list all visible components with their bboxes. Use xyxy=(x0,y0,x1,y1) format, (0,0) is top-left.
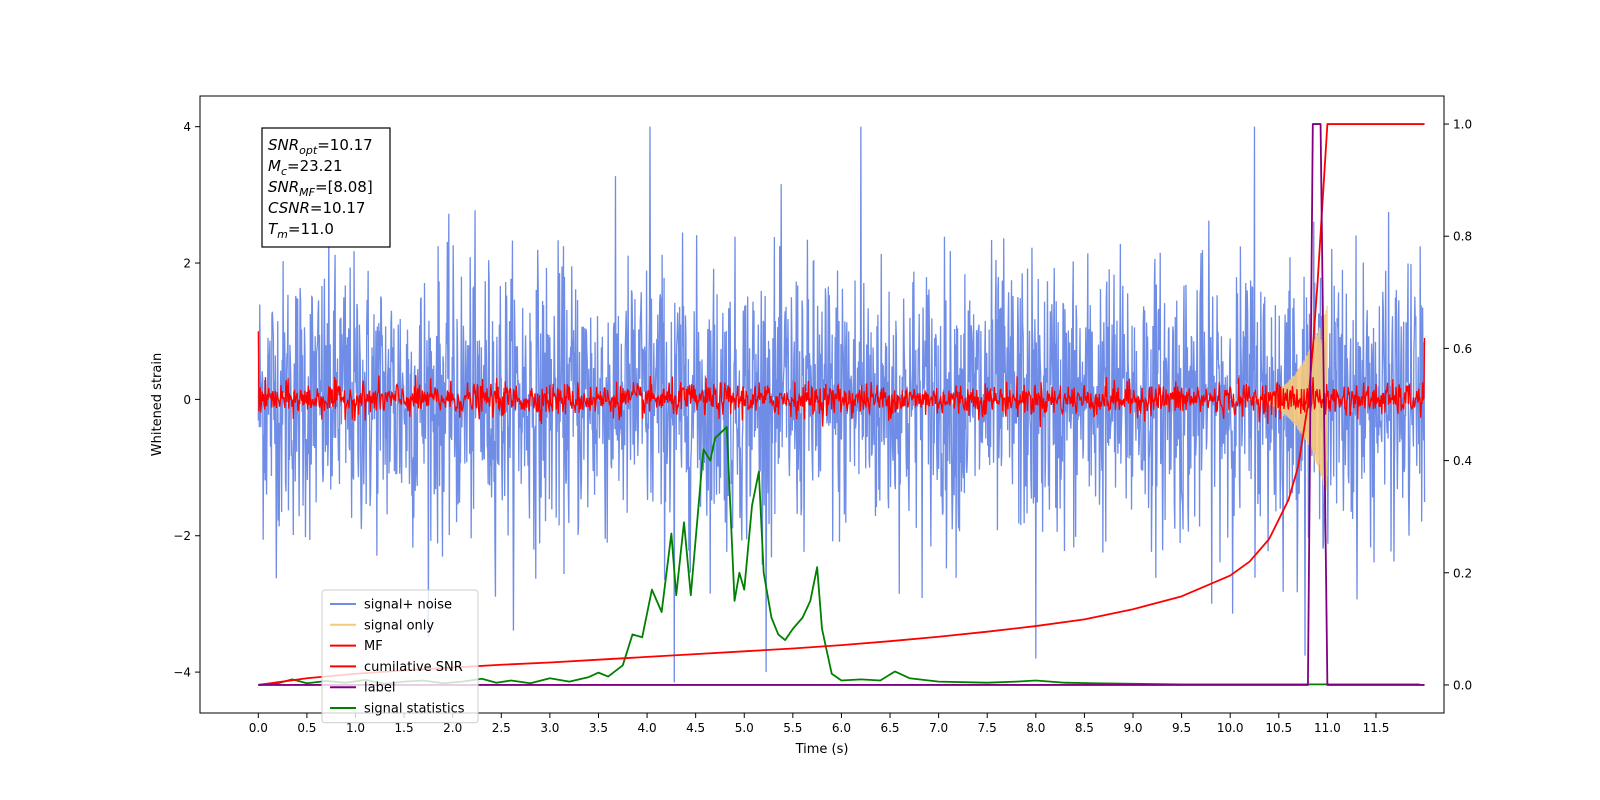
x-tick-label: 1.0 xyxy=(346,721,365,735)
y-right-tick-label: 0.6 xyxy=(1453,342,1472,356)
y-axis-label: Whitened strain xyxy=(150,353,165,456)
annotation-line: Mc=23.21 xyxy=(268,157,343,178)
y-left-tick-label: −2 xyxy=(173,529,191,543)
y-left-tick-label: −4 xyxy=(173,666,191,680)
x-tick-label: 0.0 xyxy=(249,721,268,735)
series-signal-noise-line xyxy=(257,126,1426,683)
x-tick-label: 7.5 xyxy=(978,721,997,735)
x-tick-label: 11.5 xyxy=(1363,721,1390,735)
axes: 0.0 0.5 1.0 1.5 2.0 2.5 3.0 3.5 4.0 4.5 5.0 5.5 6.0 6… xyxy=(150,95,1472,757)
x-tick-label: 8.0 xyxy=(1026,721,1045,735)
x-tick-label: 7.0 xyxy=(929,721,948,735)
legend-box xyxy=(321,589,479,724)
y-right-tick-label: 0.0 xyxy=(1453,678,1472,692)
legend-label: MF xyxy=(364,639,383,654)
series-cumulative-snr-line xyxy=(258,123,1425,686)
annotation-frame xyxy=(261,127,391,248)
x-tick-label: 11.0 xyxy=(1314,721,1341,735)
x-axis-label: Time (s) xyxy=(795,742,849,757)
x-tick-label: 1.5 xyxy=(395,721,414,735)
x-tick-label: 2.5 xyxy=(492,721,511,735)
annotation-line: CSNR=10.17 xyxy=(268,199,365,217)
annotation-line: SNRopt=10.17 xyxy=(268,136,373,157)
x-tick-label: 6.0 xyxy=(832,721,851,735)
x-tick-label: 3.0 xyxy=(540,721,559,735)
legend-label: signal statistics xyxy=(364,702,465,717)
legend: signal+ noise signal only MF cumilative SNR… xyxy=(321,589,479,724)
annotation-line: Tm=11.0 xyxy=(268,220,334,241)
y-right-tick-label: 0.4 xyxy=(1453,454,1472,468)
x-tick-label: 3.5 xyxy=(589,721,608,735)
legend-label: label xyxy=(364,681,395,696)
series-label-line xyxy=(258,123,1425,686)
legend-label: signal only xyxy=(364,618,434,633)
x-tick-label: 5.5 xyxy=(783,721,802,735)
x-tick-label: 9.5 xyxy=(1172,721,1191,735)
y-left-tick-label: 4 xyxy=(183,120,191,134)
x-tick-label: 6.5 xyxy=(880,721,899,735)
x-tick-label: 5.0 xyxy=(735,721,754,735)
y-left-tick-label: 0 xyxy=(183,393,191,407)
annotation-line: SNRMF=[8.08] xyxy=(268,178,373,199)
y-right-tick-label: 1.0 xyxy=(1453,118,1472,132)
annotation-box: SNRopt=10.17Mc=23.21SNRMF=[8.08]CSNR=10.… xyxy=(261,127,391,248)
y-right-tick-label: 0.8 xyxy=(1453,230,1472,244)
x-tick-label: 2.0 xyxy=(443,721,462,735)
x-tick-label: 4.5 xyxy=(686,721,705,735)
x-tick-label: 9.0 xyxy=(1123,721,1142,735)
legend-label: signal+ noise xyxy=(364,598,452,613)
x-tick-label: 8.5 xyxy=(1075,721,1094,735)
plot-frame xyxy=(199,95,1445,714)
x-tick-label: 10.5 xyxy=(1265,721,1292,735)
x-tick-label: 10.0 xyxy=(1217,721,1244,735)
x-tick-label: 4.0 xyxy=(638,721,657,735)
series-mf-line xyxy=(257,331,1426,428)
x-tick-label: 0.5 xyxy=(297,721,316,735)
y-left-tick-label: 2 xyxy=(183,257,191,271)
legend-label: cumilative SNR xyxy=(364,660,463,675)
y-right-tick-label: 0.2 xyxy=(1453,566,1472,580)
